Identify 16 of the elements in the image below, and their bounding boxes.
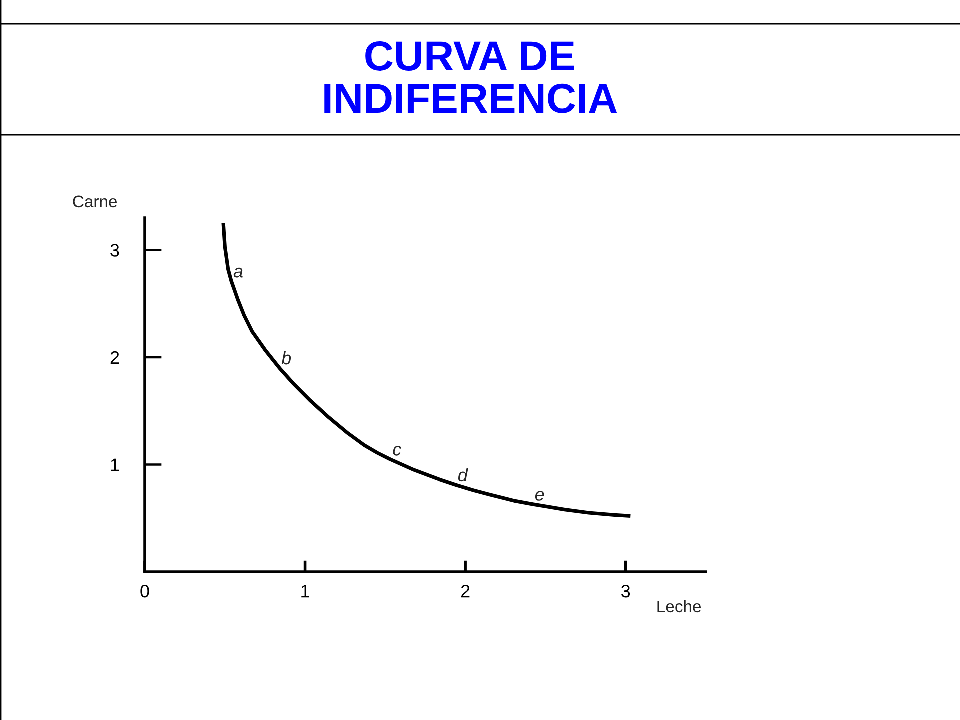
y-tick-label: 1 — [111, 458, 120, 472]
y-tick-label: 3 — [110, 244, 120, 257]
annotation: a — [234, 268, 243, 278]
annotation: c — [393, 446, 402, 456]
x-axis-title: Leche — [658, 600, 702, 613]
line-series — [222, 222, 632, 518]
y-tick-label: 2 — [110, 351, 120, 364]
annotation: e — [535, 491, 544, 501]
annotation: d — [458, 468, 468, 482]
x-tick-label: 3 — [622, 584, 630, 598]
y-axis-title: Carne — [73, 196, 118, 208]
x-tick-label: 1 — [302, 585, 310, 598]
chart-title: CURVA DE INDIFERENCIA — [324, 41, 618, 114]
annotation: b — [282, 351, 292, 365]
x-tick-label: 0 — [140, 584, 150, 598]
x-tick-label: 2 — [461, 584, 470, 598]
